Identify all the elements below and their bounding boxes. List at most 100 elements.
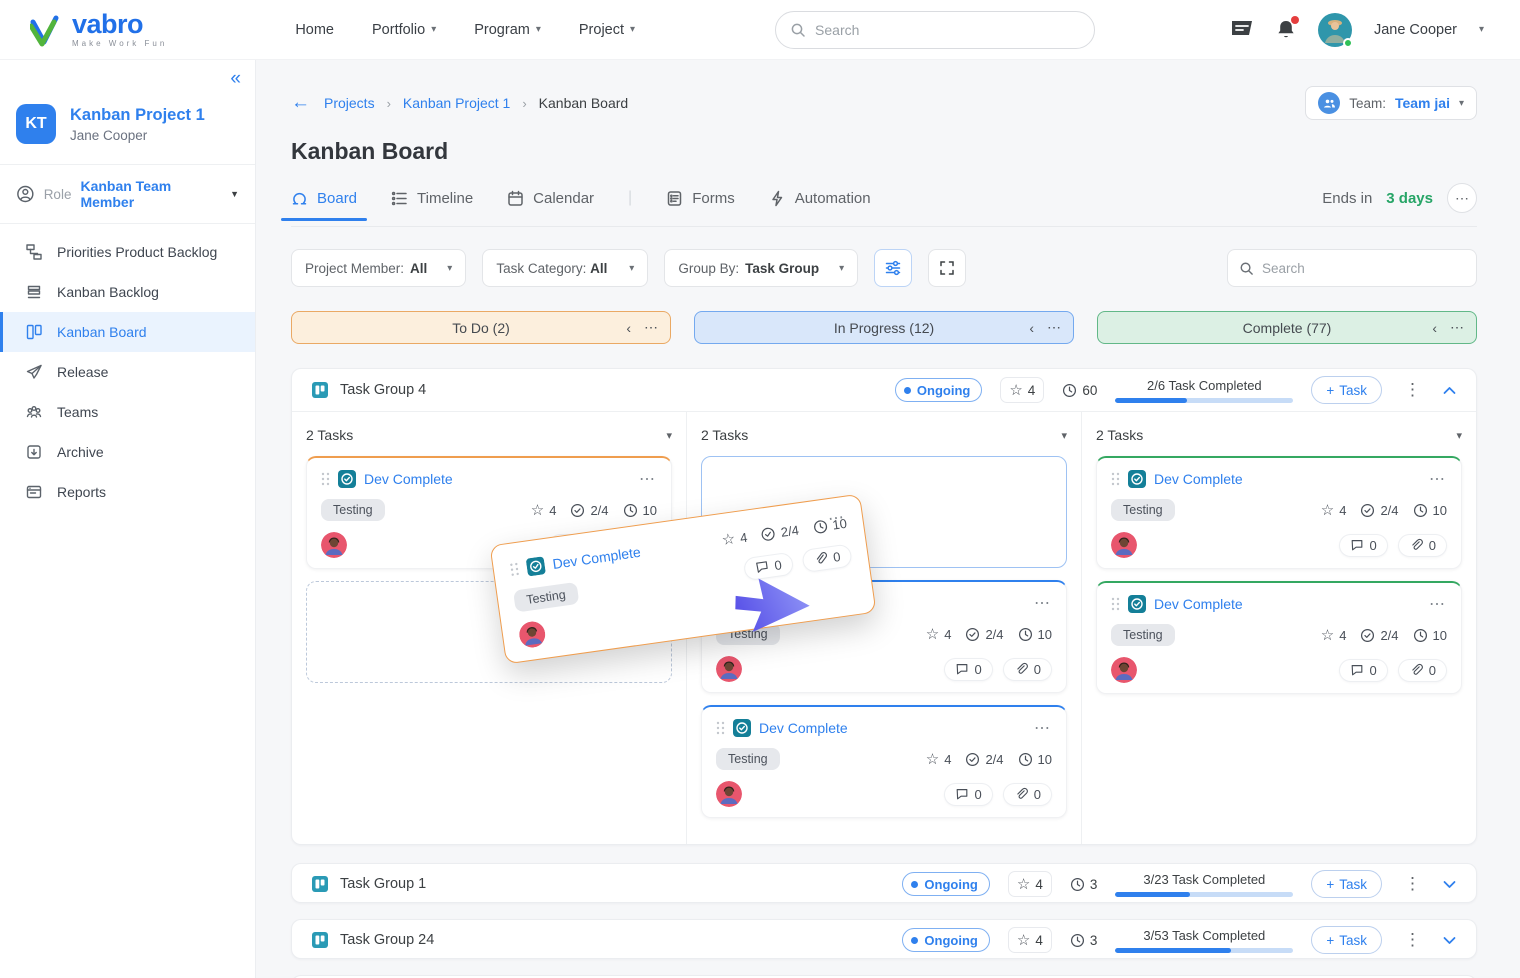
chevron-down-icon[interactable]: ▾ (1479, 24, 1484, 35)
nav-program[interactable]: Program▾ (474, 22, 541, 38)
sidebar-item-release[interactable]: Release (0, 352, 255, 392)
card-menu-icon[interactable]: ⋯ (1034, 718, 1052, 738)
board-search-input[interactable] (1262, 261, 1465, 276)
column-header-in-progress[interactable]: In Progress (12) ‹⋯ (694, 311, 1074, 344)
attachments-pill[interactable]: 0 (1003, 658, 1052, 681)
user-name[interactable]: Jane Cooper (1374, 22, 1457, 38)
group-menu-icon[interactable]: ⋮ (1400, 380, 1425, 400)
column-menu-icon[interactable]: ⋯ (1047, 319, 1061, 336)
collapse-column-icon[interactable]: ‹ (1432, 320, 1437, 336)
project-name[interactable]: Kanban Project 1 (70, 106, 205, 125)
chevron-down-icon[interactable]: ▾ (666, 429, 672, 442)
assignee-avatar[interactable] (1111, 532, 1137, 558)
chevron-down-icon[interactable]: ▾ (1061, 429, 1067, 442)
tab-forms[interactable]: Forms (666, 190, 735, 207)
nav-home[interactable]: Home (295, 22, 334, 38)
assignee-avatar[interactable] (321, 532, 347, 558)
fullscreen-button[interactable] (928, 249, 966, 287)
comments-pill[interactable]: 0 (944, 658, 993, 681)
task-title-link[interactable]: Dev Complete (1154, 596, 1243, 612)
attachments-pill[interactable]: 0 (1398, 534, 1447, 557)
filter-project-member[interactable]: Project Member:All ▾ (291, 249, 466, 287)
collapse-group-icon[interactable] (1443, 386, 1456, 395)
team-selector[interactable]: Team: Team jai ▾ (1305, 86, 1477, 120)
group-menu-icon[interactable]: ⋮ (1400, 930, 1425, 950)
breadcrumb-projects[interactable]: Projects (324, 95, 375, 111)
column-menu-icon[interactable]: ⋯ (644, 319, 658, 336)
nav-portfolio[interactable]: Portfolio▾ (372, 22, 436, 38)
back-arrow-icon[interactable]: ← (291, 92, 310, 114)
notifications-bell-icon[interactable] (1276, 19, 1296, 41)
assignee-avatar[interactable] (1111, 657, 1137, 683)
global-search-input[interactable] (815, 22, 1080, 38)
task-card[interactable]: Dev Complete ⋯ Testing ☆4 2/4 10 (701, 705, 1067, 818)
role-selector[interactable]: Role Kanban Team Member ▼ (0, 165, 255, 223)
global-search[interactable] (775, 11, 1095, 49)
nav-project[interactable]: Project▾ (579, 22, 635, 38)
column-header-todo[interactable]: To Do (2) ‹⋯ (291, 311, 671, 344)
card-menu-icon[interactable]: ⋯ (1429, 594, 1447, 614)
task-title-link[interactable]: Dev Complete (759, 720, 848, 736)
drag-handle-icon[interactable] (509, 562, 520, 577)
tab-calendar[interactable]: Calendar (507, 190, 594, 207)
board-search[interactable] (1227, 249, 1477, 287)
drag-handle-icon[interactable] (1111, 597, 1120, 611)
comments-pill[interactable]: 0 (1339, 659, 1388, 682)
attachments-pill[interactable]: 0 (801, 543, 853, 573)
drag-handle-icon[interactable] (321, 472, 330, 486)
status-badge[interactable]: Ongoing (895, 378, 982, 402)
expand-group-icon[interactable] (1443, 880, 1456, 889)
card-menu-icon[interactable]: ⋯ (639, 469, 657, 489)
board-more-button[interactable]: ⋯ (1447, 183, 1477, 213)
task-title-link[interactable]: Dev Complete (1154, 471, 1243, 487)
sidebar-item-kanban-backlog[interactable]: Kanban Backlog (0, 272, 255, 312)
breadcrumb-project[interactable]: Kanban Project 1 (403, 95, 510, 111)
task-group-name[interactable]: Task Group 4 (340, 382, 426, 398)
user-avatar[interactable] (1318, 13, 1352, 47)
column-header-complete[interactable]: Complete (77) ‹⋯ (1097, 311, 1477, 344)
attachments-pill[interactable]: 0 (1398, 659, 1447, 682)
sidebar-item-reports[interactable]: Reports (0, 472, 255, 512)
board-settings-button[interactable] (874, 249, 912, 287)
add-task-button[interactable]: +Task (1311, 376, 1382, 404)
task-group-name[interactable]: Task Group 1 (340, 876, 426, 892)
sidebar-collapse-icon[interactable]: « (230, 68, 241, 89)
role-value[interactable]: Kanban Team Member (80, 178, 219, 210)
sidebar-item-priorities-product-backlog[interactable]: Priorities Product Backlog (0, 232, 255, 272)
status-badge[interactable]: Ongoing (902, 872, 989, 896)
chevron-down-icon[interactable]: ▾ (1456, 429, 1462, 442)
collapse-column-icon[interactable]: ‹ (1029, 320, 1034, 336)
group-menu-icon[interactable]: ⋮ (1400, 874, 1425, 894)
attachments-pill[interactable]: 0 (1003, 783, 1052, 806)
assignee-avatar[interactable] (716, 656, 742, 682)
tab-timeline[interactable]: Timeline (391, 190, 473, 207)
add-task-button[interactable]: +Task (1311, 870, 1382, 898)
comments-pill[interactable]: 0 (1339, 534, 1388, 557)
expand-group-icon[interactable] (1443, 936, 1456, 945)
status-badge[interactable]: Ongoing (902, 928, 989, 952)
card-menu-icon[interactable]: ⋯ (827, 507, 848, 529)
task-title-link[interactable]: Dev Complete (552, 544, 642, 572)
card-menu-icon[interactable]: ⋯ (1034, 593, 1052, 613)
comments-pill[interactable]: 0 (944, 783, 993, 806)
feedback-message-icon[interactable] (1230, 19, 1254, 41)
sidebar-item-kanban-board[interactable]: Kanban Board (0, 312, 255, 352)
task-title-link[interactable]: Dev Complete (364, 471, 453, 487)
collapse-column-icon[interactable]: ‹ (626, 320, 631, 336)
tab-board[interactable]: Board (291, 190, 357, 207)
vabro-logo[interactable]: vabro Make Work Fun (30, 11, 167, 48)
filter-task-category[interactable]: Task Category: All ▾ (482, 249, 648, 287)
assignee-avatar[interactable] (716, 781, 742, 807)
sidebar-item-teams[interactable]: Teams (0, 392, 255, 432)
tab-automation[interactable]: Automation (769, 190, 871, 207)
drag-handle-icon[interactable] (1111, 472, 1120, 486)
task-card[interactable]: Dev Complete ⋯ Testing ☆4 2/4 10 (1096, 581, 1462, 694)
card-menu-icon[interactable]: ⋯ (1429, 469, 1447, 489)
column-menu-icon[interactable]: ⋯ (1450, 319, 1464, 336)
task-group-name[interactable]: Task Group 24 (340, 932, 434, 948)
filter-group-by[interactable]: Group By:Task Group ▾ (664, 249, 858, 287)
add-task-button[interactable]: +Task (1311, 926, 1382, 954)
drag-handle-icon[interactable] (716, 721, 725, 735)
task-card[interactable]: Dev Complete ⋯ Testing ☆4 2/4 10 (1096, 456, 1462, 569)
sidebar-item-archive[interactable]: Archive (0, 432, 255, 472)
